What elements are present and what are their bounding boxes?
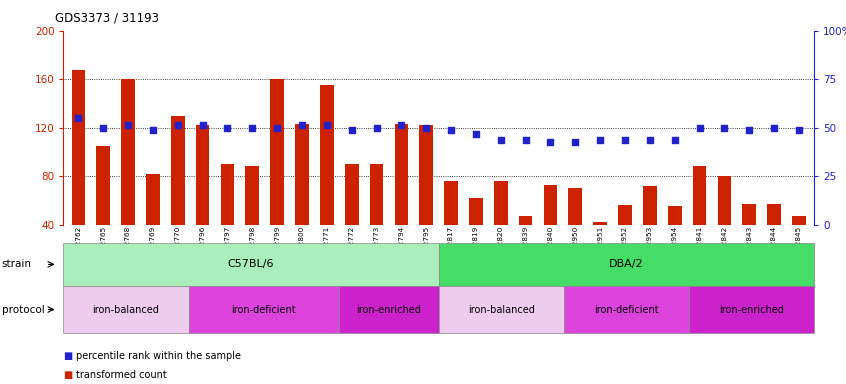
Bar <box>245 167 259 225</box>
Bar <box>544 185 558 225</box>
Bar <box>469 198 483 225</box>
Point <box>394 122 408 128</box>
Text: ■: ■ <box>63 370 73 380</box>
Point <box>195 122 209 128</box>
Text: ■: ■ <box>63 351 73 361</box>
Bar <box>295 124 309 225</box>
Bar <box>271 79 284 225</box>
Text: iron-balanced: iron-balanced <box>468 305 535 314</box>
Bar <box>767 204 781 225</box>
Bar <box>792 216 805 225</box>
Text: protocol: protocol <box>2 305 45 314</box>
Bar <box>519 216 532 225</box>
Point <box>72 115 85 121</box>
Text: transformed count: transformed count <box>76 370 167 380</box>
Bar <box>420 125 433 225</box>
Point <box>693 124 706 131</box>
Point <box>320 122 333 128</box>
Point <box>370 124 383 131</box>
Point <box>295 122 309 128</box>
Bar <box>221 164 234 225</box>
Bar <box>494 181 508 225</box>
Bar <box>743 204 756 225</box>
Point <box>519 137 532 143</box>
Bar <box>146 174 160 225</box>
Text: iron-deficient: iron-deficient <box>231 305 296 314</box>
Text: iron-balanced: iron-balanced <box>92 305 159 314</box>
Text: DBA/2: DBA/2 <box>609 259 644 270</box>
Text: C57BL/6: C57BL/6 <box>228 259 274 270</box>
Point <box>420 124 433 131</box>
Point <box>544 139 558 145</box>
Text: GDS3373 / 31193: GDS3373 / 31193 <box>55 12 159 25</box>
Text: iron-enriched: iron-enriched <box>356 305 421 314</box>
Bar <box>593 222 607 225</box>
Bar <box>618 205 632 225</box>
Text: percentile rank within the sample: percentile rank within the sample <box>76 351 241 361</box>
Bar <box>345 164 359 225</box>
Point <box>717 124 731 131</box>
Bar <box>643 186 656 225</box>
Point <box>444 127 458 133</box>
Point <box>643 137 656 143</box>
Point <box>593 137 607 143</box>
Point <box>245 124 259 131</box>
Point <box>792 127 805 133</box>
Point <box>221 124 234 131</box>
Point <box>271 124 284 131</box>
Point <box>171 122 184 128</box>
Bar <box>121 79 135 225</box>
Point <box>668 137 682 143</box>
Bar <box>444 181 458 225</box>
Point <box>494 137 508 143</box>
Bar <box>717 176 731 225</box>
Text: strain: strain <box>2 259 31 270</box>
Point <box>569 139 582 145</box>
Point <box>96 124 110 131</box>
Bar <box>171 116 184 225</box>
Bar <box>370 164 383 225</box>
Point <box>470 131 483 137</box>
Bar <box>195 125 210 225</box>
Bar <box>96 146 110 225</box>
Point <box>743 127 756 133</box>
Text: iron-enriched: iron-enriched <box>719 305 783 314</box>
Point <box>618 137 632 143</box>
Bar <box>320 85 333 225</box>
Text: iron-deficient: iron-deficient <box>594 305 658 314</box>
Point <box>121 122 135 128</box>
Bar <box>693 167 706 225</box>
Point <box>345 127 359 133</box>
Bar <box>394 124 409 225</box>
Bar <box>569 188 582 225</box>
Bar <box>72 70 85 225</box>
Point <box>146 127 160 133</box>
Point <box>767 124 781 131</box>
Bar <box>667 207 682 225</box>
